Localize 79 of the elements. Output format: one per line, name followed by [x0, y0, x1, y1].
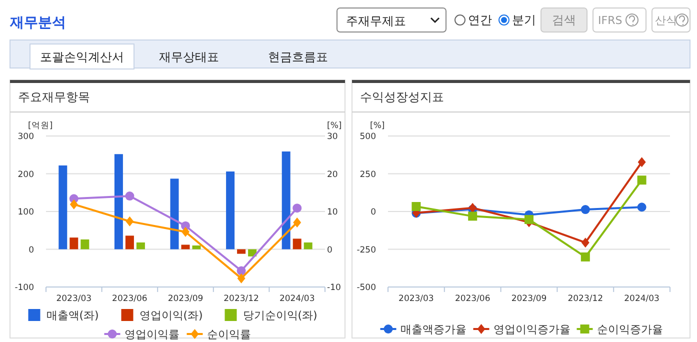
- legend-label: 영업이익(좌): [139, 309, 203, 322]
- text: 포괄손익계산서: [40, 50, 124, 64]
- x-tick-label: 2024/03: [624, 294, 660, 304]
- y-tick-label: 0: [370, 208, 376, 218]
- bar: [226, 171, 235, 250]
- y-tick-label: -250: [356, 245, 376, 256]
- point: [126, 216, 134, 226]
- y-axis-title: [억원]: [28, 121, 53, 131]
- text: 재무상태표: [159, 50, 219, 64]
- point: [580, 205, 590, 214]
- x-tick-label: 2023/06: [454, 294, 490, 304]
- text: 재무분석: [9, 15, 66, 31]
- text: 연간: [468, 13, 492, 27]
- x-tick-label: 2023/03: [398, 294, 434, 304]
- y-tick-label: 300: [18, 132, 34, 142]
- bar: [170, 178, 179, 250]
- text: 현금흐름표: [268, 50, 328, 64]
- legend-label: 영업이익증가율: [493, 323, 570, 336]
- bar: [181, 244, 190, 250]
- y-axis-title: [%]: [370, 121, 385, 131]
- point: [236, 266, 246, 276]
- y2-tick-label: 10: [327, 208, 338, 218]
- bar: [282, 151, 290, 250]
- y-tick-label: -100: [14, 283, 34, 293]
- point: [581, 238, 590, 248]
- legend-label: 순이익률: [206, 328, 251, 341]
- point: [125, 192, 134, 201]
- point: [182, 226, 190, 237]
- point: [292, 204, 302, 213]
- y2-tick-label: 0: [327, 245, 332, 256]
- point: [293, 217, 302, 228]
- y2-tick-label: 30: [327, 132, 338, 142]
- bar: [292, 238, 302, 250]
- y-tick-label: 100: [18, 208, 34, 218]
- x-tick-label: 2023/12: [224, 294, 259, 304]
- x-tick-label: 2023/06: [112, 294, 148, 304]
- bar: [58, 165, 68, 250]
- x-tick-label: 2023/09: [511, 294, 547, 304]
- legend-label: 순이익증가율: [596, 323, 663, 336]
- bar: [114, 154, 123, 250]
- y2-tick-label: -10: [327, 283, 341, 293]
- x-tick-label: 2024/03: [279, 294, 315, 304]
- point: [637, 176, 646, 185]
- bar: [80, 239, 90, 250]
- bar: [304, 242, 312, 250]
- bar: [125, 236, 134, 250]
- text: 산식: [655, 14, 677, 27]
- text: 분기: [512, 13, 536, 27]
- bar: [136, 242, 145, 250]
- legend-label: 매출액증가율: [400, 323, 466, 336]
- x-tick-label: 2023/09: [168, 294, 204, 304]
- text: IFRS: [598, 14, 622, 27]
- y-tick-label: 250: [360, 170, 376, 180]
- bar: [237, 249, 246, 254]
- chart-title: 주요재무항목: [18, 90, 90, 104]
- y2-axis-title: [%]: [327, 121, 342, 131]
- x-tick-label: 2023/12: [568, 294, 604, 304]
- legend-label: 영업이익률: [124, 328, 180, 341]
- y-tick-label: -500: [356, 283, 376, 293]
- y-tick-label: 200: [18, 170, 34, 180]
- text: 검색: [552, 13, 576, 27]
- bar: [192, 245, 201, 250]
- y-tick-label: 500: [360, 132, 376, 142]
- legend-label: 당기순이익(좌): [242, 309, 318, 322]
- point: [70, 199, 78, 210]
- y2-tick-label: 20: [327, 170, 338, 180]
- point: [237, 273, 246, 284]
- y-tick-label: 0: [28, 245, 34, 256]
- point: [412, 202, 421, 212]
- point: [468, 212, 478, 221]
- point: [638, 157, 646, 168]
- point: [524, 215, 534, 224]
- point: [580, 252, 590, 262]
- bar: [70, 238, 78, 250]
- chart-title: 수익성장성지표: [360, 90, 444, 104]
- point: [637, 202, 646, 212]
- legend-label: 매출액(좌): [46, 309, 99, 322]
- text: 주재무제표: [346, 14, 406, 28]
- x-tick-label: 2023/03: [56, 294, 92, 304]
